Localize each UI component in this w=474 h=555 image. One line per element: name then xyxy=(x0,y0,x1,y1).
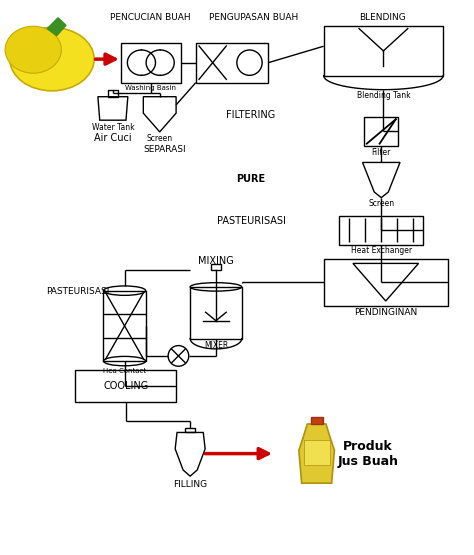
Text: FILLING: FILLING xyxy=(173,480,207,488)
Bar xyxy=(324,26,443,75)
Polygon shape xyxy=(47,18,66,36)
Text: Blending Tank: Blending Tank xyxy=(356,91,410,100)
Text: PURE: PURE xyxy=(237,174,265,184)
Text: Washing Basin: Washing Basin xyxy=(125,85,176,91)
Text: COOLING: COOLING xyxy=(103,381,148,391)
Text: Produk
Jus Buah: Produk Jus Buah xyxy=(337,440,399,468)
Bar xyxy=(211,264,220,270)
Text: Air Cuci: Air Cuci xyxy=(94,133,132,143)
Text: PENGUPASAN BUAH: PENGUPASAN BUAH xyxy=(209,13,298,22)
Bar xyxy=(190,287,242,339)
Bar xyxy=(196,43,268,83)
Text: MIXER: MIXER xyxy=(204,341,228,350)
Text: FILTERING: FILTERING xyxy=(227,110,276,120)
Text: Heat Exchanger: Heat Exchanger xyxy=(351,246,412,255)
Text: PASTEURISASI: PASTEURISASI xyxy=(46,287,109,296)
Text: Hea Contact: Hea Contact xyxy=(103,369,146,375)
Text: MIXING: MIXING xyxy=(198,256,234,266)
Bar xyxy=(310,416,323,424)
Text: PENCUCIAN BUAH: PENCUCIAN BUAH xyxy=(110,13,191,22)
Bar xyxy=(75,370,176,402)
Text: Water Tank: Water Tank xyxy=(91,123,134,132)
Bar xyxy=(103,291,146,361)
Bar xyxy=(324,259,448,306)
Bar xyxy=(339,215,423,245)
Text: PENDINGINAN: PENDINGINAN xyxy=(354,308,417,317)
Text: Screen: Screen xyxy=(146,134,173,143)
Polygon shape xyxy=(299,424,335,483)
Text: PASTEURISASI: PASTEURISASI xyxy=(217,216,285,226)
Bar xyxy=(108,90,118,97)
Bar xyxy=(365,117,398,146)
Text: Filter: Filter xyxy=(372,148,391,157)
Ellipse shape xyxy=(10,27,94,91)
Text: SEPARASI: SEPARASI xyxy=(143,145,186,154)
Bar xyxy=(121,43,181,83)
Text: BLENDING: BLENDING xyxy=(359,13,406,22)
Text: Screen: Screen xyxy=(368,199,394,208)
Bar xyxy=(185,428,195,432)
Bar xyxy=(303,440,330,465)
Ellipse shape xyxy=(5,26,61,73)
